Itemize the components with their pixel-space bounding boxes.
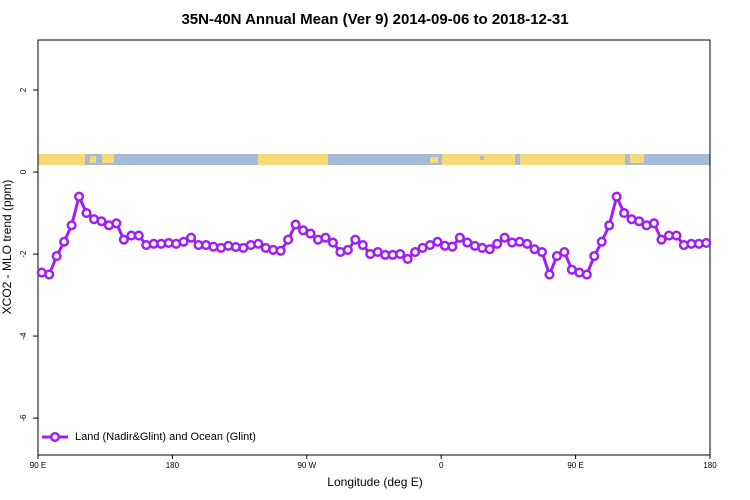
- data-point: [59, 236, 70, 247]
- data-point: [133, 230, 144, 241]
- x-tick-label: 90 W: [297, 461, 316, 470]
- data-point: [253, 238, 264, 249]
- legend-label: Land (Nadir&Glint) and Ocean (Glint): [75, 431, 256, 443]
- data-point: [454, 232, 465, 243]
- data-point: [559, 246, 570, 258]
- data-point: [357, 239, 368, 251]
- data-point: [350, 234, 361, 245]
- data-point: [402, 253, 413, 265]
- data-point: [648, 218, 660, 229]
- data-point: [51, 251, 62, 262]
- y-tick-label: -2: [19, 250, 28, 258]
- data-point: [305, 228, 316, 239]
- data-point: [320, 232, 331, 243]
- data-point: [581, 269, 592, 280]
- plot-frame: [37, 39, 711, 456]
- chart-title: 35N-40N Annual Mean (Ver 9) 2014-09-06 t…: [181, 11, 568, 28]
- data-point: [484, 244, 495, 255]
- data-point: [656, 234, 667, 245]
- data-point: [701, 237, 712, 249]
- data-point: [342, 244, 353, 256]
- data-point: [634, 216, 645, 227]
- x-tick-label: 90 E: [30, 461, 46, 470]
- data-point: [551, 251, 562, 262]
- data-point: [96, 216, 107, 227]
- data-point: [118, 234, 129, 245]
- x-tick-label: 180: [703, 461, 717, 470]
- data-point: [410, 246, 421, 258]
- data-point: [275, 245, 286, 256]
- data-point: [544, 269, 555, 280]
- data-point: [604, 220, 615, 231]
- data-point: [74, 191, 85, 202]
- data-point: [447, 241, 458, 252]
- data-point: [283, 234, 294, 245]
- data-point: [111, 218, 122, 229]
- data-point: [327, 237, 338, 248]
- data-point: [596, 236, 607, 247]
- data-point: [395, 249, 406, 260]
- y-tick-label: -6: [19, 414, 28, 422]
- data-point: [492, 238, 503, 249]
- data-point: [522, 238, 533, 249]
- y-axis-label: XCO2 - MLO trend (ppm): [0, 180, 14, 315]
- data-point: [619, 208, 630, 219]
- legend-marker: [49, 431, 61, 443]
- y-tick-label: -4: [19, 332, 28, 340]
- data-point: [290, 219, 301, 230]
- x-tick-label: 180: [166, 461, 180, 470]
- data-point: [499, 232, 510, 243]
- data-point: [81, 208, 92, 219]
- data-point: [536, 246, 548, 258]
- data-point: [178, 236, 189, 247]
- y-tick-label: 2: [19, 87, 28, 92]
- data-point: [66, 220, 77, 231]
- data-point: [44, 269, 55, 280]
- y-tick-label: 0: [19, 169, 28, 174]
- x-tick-label: 90 E: [567, 461, 583, 470]
- data-point: [432, 236, 443, 247]
- x-axis-label: Longitude (deg E): [327, 475, 422, 489]
- data-point: [611, 191, 622, 202]
- data-point: [671, 230, 682, 241]
- data-point: [186, 232, 197, 243]
- x-tick-label: 0: [439, 461, 444, 470]
- surface-strip: [38, 154, 710, 165]
- data-point: [589, 251, 600, 262]
